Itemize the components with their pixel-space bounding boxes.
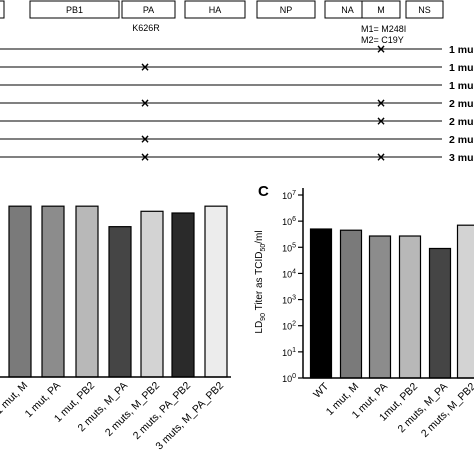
bar-b-4: [108, 226, 132, 378]
y-tick-label-c: 103: [282, 295, 296, 306]
segment-box-np: [256, 0, 316, 19]
genome-row-label: 1 mu: [449, 62, 474, 74]
bar-b-2: [41, 205, 65, 378]
x-tick-label-b: 2 muts, PA_PB2: [131, 380, 194, 443]
y-tick-label-c: 107: [282, 190, 296, 201]
mutation-mark-m: ×: [376, 96, 386, 110]
panel-letter-c: C: [258, 183, 269, 200]
segment-label-np: NP: [280, 5, 293, 15]
segment-box-pa: [121, 0, 176, 19]
segment-box-pb2: [0, 0, 5, 19]
y-tick-label-c: 102: [282, 321, 296, 332]
mutation-mark-pa: ×: [140, 96, 150, 110]
mutation-mark-m: ×: [376, 42, 386, 56]
y-tick-label-c: 105: [282, 242, 296, 253]
chart-b-bars: [8, 205, 228, 378]
bar-b-3: [75, 205, 99, 378]
genome-mutation-rows: × 1 mu × 1 mu 1 mu × × 2 mu × 2 mu × 2 mu × × 3 mu: [0, 42, 474, 164]
segment-box-pb1: [29, 0, 120, 19]
mutation-mark-pa: ×: [140, 60, 150, 74]
mutation-mark-m: ×: [376, 114, 386, 128]
y-tick-label-c: 104: [282, 268, 296, 279]
bar-c-2: [339, 229, 363, 379]
bar-c-6: [456, 224, 474, 379]
bar-chart-c: C 100 101 102 103 104 105 106 107 WT1 mut, M1 m…: [254, 183, 474, 440]
bar-c-3: [368, 235, 392, 379]
bar-b-7: [204, 205, 228, 378]
segment-fragment-left: ,: [0, 23, 1, 33]
bar-b-5: [140, 210, 164, 378]
mutation-mark-m: ×: [376, 150, 386, 164]
mutation-note-m1: M1= M248I: [361, 24, 406, 34]
chart-c-bars: [309, 224, 474, 379]
segment-box-m: [361, 0, 401, 19]
chart-c-y-ticks: 100 101 102 103 104 105 106 107: [282, 190, 303, 384]
genome-row-label: 1 mu: [449, 44, 474, 56]
x-tick-label-c: WT: [311, 380, 331, 400]
y-tick-label-c: 100: [282, 373, 296, 384]
segment-label-pb1: PB1: [66, 5, 83, 15]
segment-box-ns: [405, 0, 444, 19]
genome-row-label: 1 mu: [449, 80, 474, 92]
segment-label-m: M: [377, 5, 385, 15]
genome-row-label: 2 mu: [449, 98, 474, 110]
y-tick-label-c: 106: [282, 216, 296, 227]
segment-label-pa: PA: [143, 5, 154, 15]
genome-row-label: 2 mu: [449, 116, 474, 128]
y-tick-label-c: 101: [282, 347, 296, 358]
segment-label-na: NA: [341, 5, 354, 15]
segment-label-ns: NS: [418, 5, 431, 15]
mutation-mark-pa: ×: [140, 150, 150, 164]
bar-b-1: [8, 205, 32, 378]
mutation-note-m2: M2= C19Y: [361, 35, 404, 45]
mutation-mark-pa: ×: [140, 132, 150, 146]
chart-c-y-axis-label: LD90 Titer as TCID50/ml: [254, 230, 267, 333]
genome-row-label: 2 mu: [449, 134, 474, 146]
bar-c-1: [309, 228, 333, 379]
segment-label-ha: HA: [209, 5, 222, 15]
genome-diagram: PB1 PA HA NP NA M NS K626R M1= M248I M2=…: [0, 0, 444, 45]
bar-c-5: [428, 247, 452, 379]
segment-box-ha: [184, 0, 246, 19]
mutation-note-pa: K626R: [132, 23, 160, 33]
genome-row-label: 3 mu: [449, 152, 474, 164]
bar-c-4: [398, 235, 422, 379]
bar-b-6: [171, 212, 195, 378]
